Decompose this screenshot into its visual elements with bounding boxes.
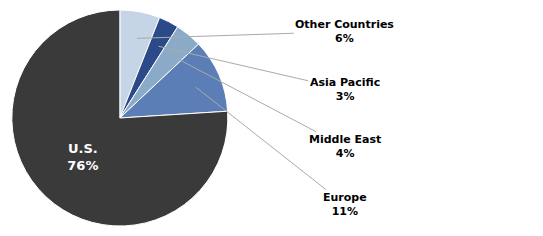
svg-text:U.S.76%: U.S.76%: [67, 141, 98, 173]
svg-text:Other Countries6%: Other Countries6%: [295, 18, 394, 45]
svg-text:Asia Pacific3%: Asia Pacific3%: [310, 76, 380, 103]
svg-text:Europe11%: Europe11%: [323, 191, 367, 218]
svg-text:Middle East4%: Middle East4%: [309, 133, 381, 160]
